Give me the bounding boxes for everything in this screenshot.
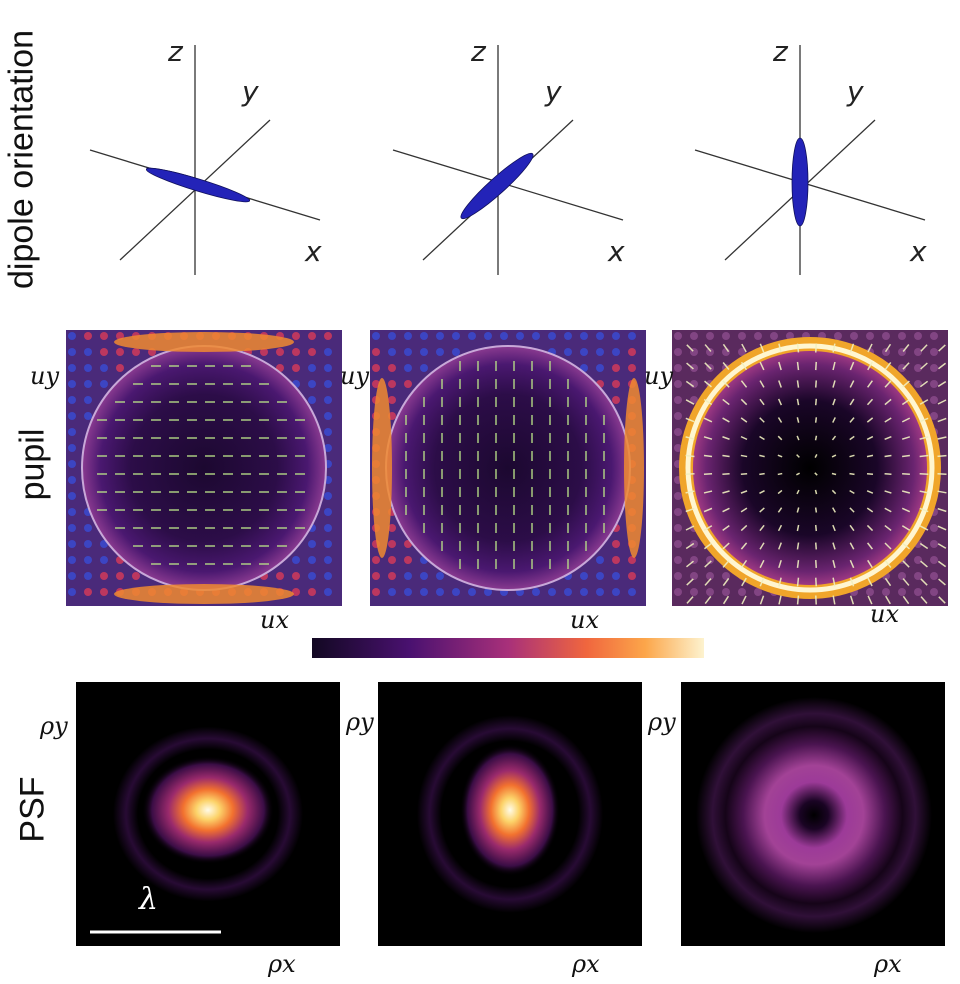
pupil-3-x-axis-label: ux <box>870 600 899 628</box>
dipole-panel-x: z y x <box>85 30 345 290</box>
pupil-image-y <box>370 330 646 606</box>
pupil-panel-3 <box>672 330 948 606</box>
psf-1-y-axis-label: ρy <box>40 712 68 740</box>
axis-y-label: y <box>545 75 562 108</box>
row-label-pupil: pupil <box>13 428 52 501</box>
colorbar-gradient <box>312 638 704 658</box>
dipole-axes-x <box>89 45 321 275</box>
colorbar <box>312 638 704 658</box>
axis-z-label: z <box>168 35 183 68</box>
psf-image-y <box>378 682 642 946</box>
pupil-2-x-axis-label: ux <box>570 606 599 634</box>
row-label-psf: PSF <box>13 776 52 843</box>
pupil-3-y-axis-label: uy <box>644 362 674 390</box>
axis-x-label: x <box>910 235 927 268</box>
axis-x-label: x <box>608 235 625 268</box>
psf-1-x-axis-label: ρx <box>268 950 296 978</box>
axis-z-label: z <box>773 35 788 68</box>
dipole-panel-y: z y x <box>388 30 648 290</box>
pupil-image-x <box>66 330 342 606</box>
psf-panel-2 <box>378 682 642 946</box>
psf-image-x <box>76 682 340 946</box>
pupil-image-z <box>672 330 948 606</box>
pupil-1-y-axis-label: uy <box>30 362 60 390</box>
axis-y-label: y <box>242 75 259 108</box>
dipole-axes-z <box>694 45 926 275</box>
axis-y-label: y <box>847 75 864 108</box>
dipole-axes-y <box>392 45 624 275</box>
row-label-dipole-orientation: dipole orientation <box>2 30 41 289</box>
dipole-panel-z: z y x <box>690 30 950 290</box>
psf-2-y-axis-label: ρy <box>346 708 374 736</box>
psf-2-x-axis-label: ρx <box>572 950 600 978</box>
pupil-1-x-axis-label: ux <box>260 606 289 634</box>
axis-x-label: x <box>305 235 322 268</box>
pupil-2-y-axis-label: uy <box>340 362 370 390</box>
pupil-panel-2 <box>370 330 646 606</box>
psf-3-y-axis-label: ρy <box>648 708 676 736</box>
psf-panel-3 <box>681 682 945 946</box>
psf-panel-1: λ <box>76 682 340 946</box>
psf-3-x-axis-label: ρx <box>874 950 902 978</box>
axis-z-label: z <box>471 35 486 68</box>
pupil-panel-1 <box>66 330 342 606</box>
scale-bar-label: λ <box>139 882 159 917</box>
psf-image-z <box>681 682 945 946</box>
